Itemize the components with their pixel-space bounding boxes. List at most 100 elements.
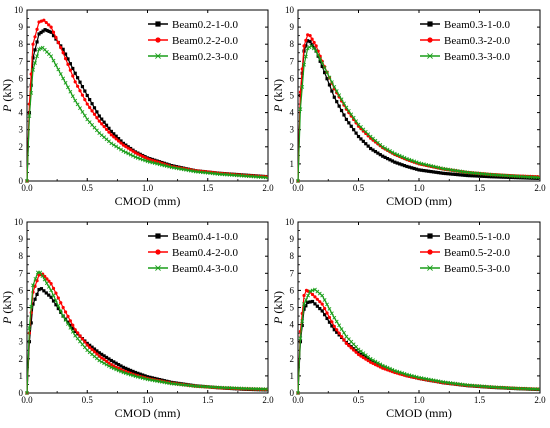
data-point-square: [352, 128, 356, 132]
data-point-square: [141, 373, 145, 377]
data-point-square: [419, 168, 424, 172]
data-point-square: [436, 171, 440, 175]
data-point-square: [342, 113, 346, 117]
data-point-square: [35, 40, 39, 44]
data-point-circle: [47, 23, 51, 27]
data-point-square: [126, 367, 130, 372]
data-point-circle: [304, 38, 308, 42]
data-point-x: [334, 89, 339, 93]
data-point-square: [492, 175, 496, 179]
x-tick-label: 0.0: [292, 183, 304, 193]
legend-entry: Beam0.3-1-0.0: [444, 19, 510, 31]
data-point-square: [112, 360, 116, 364]
data-point-square: [364, 142, 368, 146]
legend-entry: Beam0.5-1-0.0: [444, 231, 510, 243]
data-point-square: [83, 89, 87, 93]
data-point-x: [58, 72, 63, 76]
data-point-x: [35, 54, 39, 59]
data-point-square: [347, 121, 351, 125]
data-point-x: [40, 274, 45, 278]
data-point-square: [155, 233, 161, 239]
chart-panel-2: 0 1 2 3 4 5 6 7 8 9 10 0.0 0.5 1.0 1.5 2.0 CMOD (mm) P (k…: [271, 5, 546, 208]
data-point-x: [368, 356, 373, 361]
data-point-circle: [66, 314, 70, 318]
y-tick-label: 6: [290, 73, 295, 83]
data-point-circle: [339, 334, 344, 339]
data-point-circle: [138, 153, 142, 157]
data-point-square: [354, 131, 358, 135]
data-point-square: [427, 21, 433, 27]
data-point-x: [42, 277, 47, 282]
data-point-x: [119, 147, 123, 152]
data-point-square: [107, 126, 111, 130]
data-point-square: [335, 100, 339, 104]
data-point-square: [398, 162, 402, 166]
data-point-square: [504, 175, 508, 179]
data-point-square: [369, 358, 373, 363]
series-2: [25, 18, 269, 183]
data-point-square: [393, 160, 397, 164]
data-point-square: [323, 313, 327, 317]
data-point-x: [371, 358, 375, 363]
y-tick-label: 7: [290, 56, 295, 66]
data-point-square: [33, 297, 37, 301]
data-point-circle: [97, 119, 101, 123]
data-point-x: [155, 53, 161, 59]
data-point-square: [417, 168, 421, 172]
data-point-square: [468, 174, 472, 178]
data-point-x: [332, 85, 337, 89]
data-point-square: [463, 173, 467, 177]
data-point-x: [385, 365, 390, 370]
data-point-x: [302, 62, 306, 67]
data-point-square: [88, 343, 92, 347]
data-point-square: [378, 363, 382, 367]
data-point-x: [404, 156, 409, 161]
data-point-square: [451, 172, 455, 176]
x-tick-label: 0.5: [353, 183, 365, 193]
data-point-circle: [300, 67, 304, 71]
x-tick-label: 1.0: [413, 395, 425, 405]
data-point-x: [390, 150, 395, 155]
data-point-circle: [56, 296, 60, 300]
data-point-x: [107, 364, 111, 368]
data-point-circle: [347, 344, 351, 348]
data-point-x: [102, 361, 107, 366]
y-tick-label: 7: [19, 268, 24, 278]
series-line: [297, 45, 541, 182]
y-tick-label: 2: [290, 142, 295, 152]
data-point-square: [73, 71, 77, 75]
y-tick-label: 6: [290, 285, 295, 295]
data-point-circle: [114, 137, 118, 141]
data-point-square: [337, 104, 341, 108]
y-tick-label: 4: [19, 320, 24, 330]
data-point-square: [533, 176, 537, 180]
data-point-circle: [352, 348, 356, 352]
data-point-circle: [31, 42, 35, 46]
data-point-x: [70, 94, 75, 99]
data-point-circle: [35, 27, 39, 31]
data-point-x: [29, 91, 34, 95]
data-point-x: [314, 49, 319, 53]
data-point-x: [329, 80, 334, 85]
data-point-square: [107, 357, 111, 361]
data-point-x: [68, 325, 73, 330]
legend: Beam0.3-1-0.0 Beam0.3-2-0.0 Beam0.3-3-0.0: [420, 19, 510, 63]
y-tick-label: 9: [290, 234, 295, 244]
data-point-square: [54, 37, 58, 41]
data-point-x: [25, 391, 29, 395]
chart-panel-3: 0 1 2 3 4 5 6 7 8 9 10 0.0 0.5 1.0 1.5 2.0 CMOD (mm) P (k…: [0, 217, 274, 420]
data-point-square: [124, 366, 128, 370]
data-point-x: [131, 153, 135, 158]
data-point-circle: [59, 301, 63, 305]
data-point-square: [453, 172, 457, 177]
data-point-square: [47, 293, 51, 297]
data-point-circle: [323, 306, 327, 311]
y-tick-label: 9: [290, 22, 295, 32]
data-point-x: [29, 304, 34, 309]
data-point-square: [51, 34, 56, 38]
data-point-square: [109, 129, 113, 134]
data-point-x: [54, 298, 58, 303]
data-point-circle: [54, 291, 58, 295]
data-point-circle: [315, 297, 319, 301]
data-point-square: [385, 156, 390, 161]
